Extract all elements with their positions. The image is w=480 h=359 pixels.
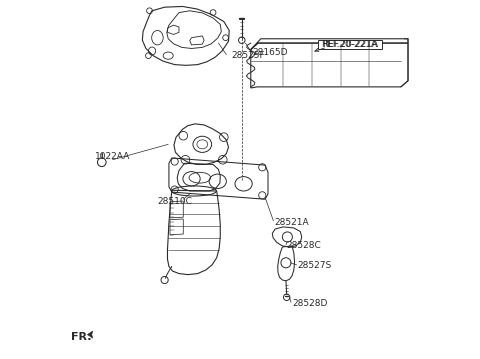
Text: REF.20-221A: REF.20-221A	[323, 40, 379, 50]
Text: 28510C: 28510C	[157, 196, 192, 206]
Text: 28528C: 28528C	[287, 241, 322, 251]
FancyBboxPatch shape	[318, 40, 382, 49]
Polygon shape	[87, 331, 93, 338]
Text: 28525F: 28525F	[231, 51, 264, 60]
Text: 28165D: 28165D	[252, 47, 288, 57]
Text: 1022AA: 1022AA	[95, 151, 130, 161]
Text: FR.: FR.	[71, 332, 92, 342]
Text: REF.20-221A: REF.20-221A	[322, 40, 378, 50]
Text: 28527S: 28527S	[298, 261, 332, 270]
Text: 28528D: 28528D	[292, 299, 327, 308]
Text: 28521A: 28521A	[274, 218, 309, 227]
